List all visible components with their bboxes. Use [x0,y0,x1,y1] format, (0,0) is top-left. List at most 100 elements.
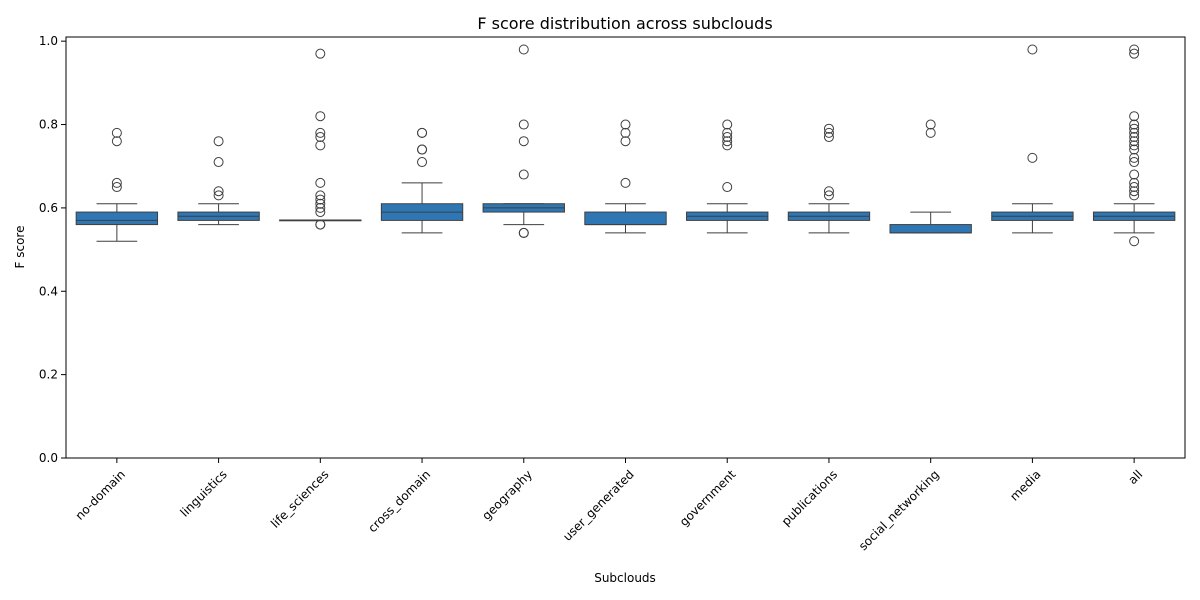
outlier-point [722,119,733,130]
outlier-point [518,119,529,130]
outlier-point [620,127,631,138]
outlier-point [722,136,733,147]
outlier-point [620,177,631,188]
outlier-point [1129,44,1140,55]
box-government [686,119,769,234]
outlier-point [315,48,326,59]
outlier-point [111,127,122,138]
y-tick-label: 0.4 [39,284,58,298]
outlier-point [1129,186,1140,197]
outlier-point [518,227,529,238]
outlier-point [315,111,326,122]
outlier-point [518,136,529,147]
outlier-point [111,182,122,193]
outlier-point [1129,140,1140,151]
outlier-point [1129,169,1140,180]
outlier-point [213,136,224,147]
outlier-point [315,190,326,201]
outlier-point [1129,157,1140,168]
x-tick-label: geography [479,467,535,523]
outlier-point [1129,136,1140,147]
outlier-point [518,44,529,55]
outlier-point [823,186,834,197]
y-axis-label: F score [13,226,27,269]
x-tick-label: life_sciences [268,467,331,530]
box-geography [482,44,565,238]
outlier-point [722,132,733,143]
outlier-point [1129,48,1140,59]
box-social_networking [889,119,972,234]
x-tick-label: publications [779,467,840,528]
outlier-point [722,127,733,138]
outlier-point [111,136,122,147]
y-tick-label: 0.2 [39,368,58,382]
outlier-point [417,157,428,168]
box-media [991,44,1074,234]
outlier-point [315,127,326,138]
x-tick-label: all [1126,467,1146,487]
outlier-point [722,140,733,151]
outlier-point [925,119,936,130]
x-tick-label: social_networking [856,467,942,553]
outlier-point [213,190,224,201]
box-iqr [889,224,972,234]
box-life_sciences [279,48,362,230]
chart-title: F score distribution across subclouds [477,14,772,33]
x-tick-label: cross_domain [365,467,433,535]
x-tick-label: linguistics [177,467,229,519]
y-tick-label: 1.0 [39,34,58,48]
box-publications [787,123,871,234]
outlier-point [1129,182,1140,193]
x-tick-label: media [1007,467,1043,503]
outlier-point [315,219,326,230]
outlier-point [1129,152,1140,163]
x-tick-label: user_generated [560,467,636,543]
box-no-domain [75,127,159,242]
outlier-point [315,198,326,209]
outlier-point [1129,177,1140,188]
box-cross_domain [380,127,464,234]
outlier-point [722,182,733,193]
outlier-point [620,119,631,130]
outlier-point [823,123,834,134]
plot-frame [65,36,1186,459]
box-iqr [75,211,159,226]
outlier-point [213,186,224,197]
outlier-point [1129,119,1140,130]
outlier-point [1129,144,1140,155]
outlier-point [1027,44,1038,55]
outlier-point [417,144,428,155]
outlier-point [1027,152,1038,163]
outlier-point [620,136,631,147]
outlier-point [925,127,936,138]
outlier-point [1129,123,1140,134]
outlier-point [315,194,326,205]
plot-area [75,44,1176,247]
outlier-point [823,190,834,201]
box-iqr [584,211,667,226]
outlier-point [417,127,428,138]
outlier-point [315,177,326,188]
y-tick-label: 0.6 [39,201,58,215]
x-axis-label: Subclouds [594,571,656,585]
outlier-point [1129,190,1140,201]
box-all [1092,44,1176,247]
box-user_generated [584,119,667,234]
outlier-point [111,177,122,188]
x-axis: no-domain linguistics life_sciences cross_d… [73,458,1146,553]
x-tick-label: no-domain [73,467,128,522]
outlier-point [315,207,326,218]
outlier-point [1129,127,1140,138]
outlier-point [823,127,834,138]
y-tick-label: 0.8 [39,118,58,132]
x-tick-label: government [677,467,739,529]
outlier-point [315,132,326,143]
outlier-point [823,132,834,143]
outlier-point [315,140,326,151]
outlier-point [1129,111,1140,122]
y-axis: 0.0 0.2 0.4 0.6 0.8 1.0 [39,34,66,465]
outlier-point [213,157,224,168]
box-linguistics [177,136,260,226]
